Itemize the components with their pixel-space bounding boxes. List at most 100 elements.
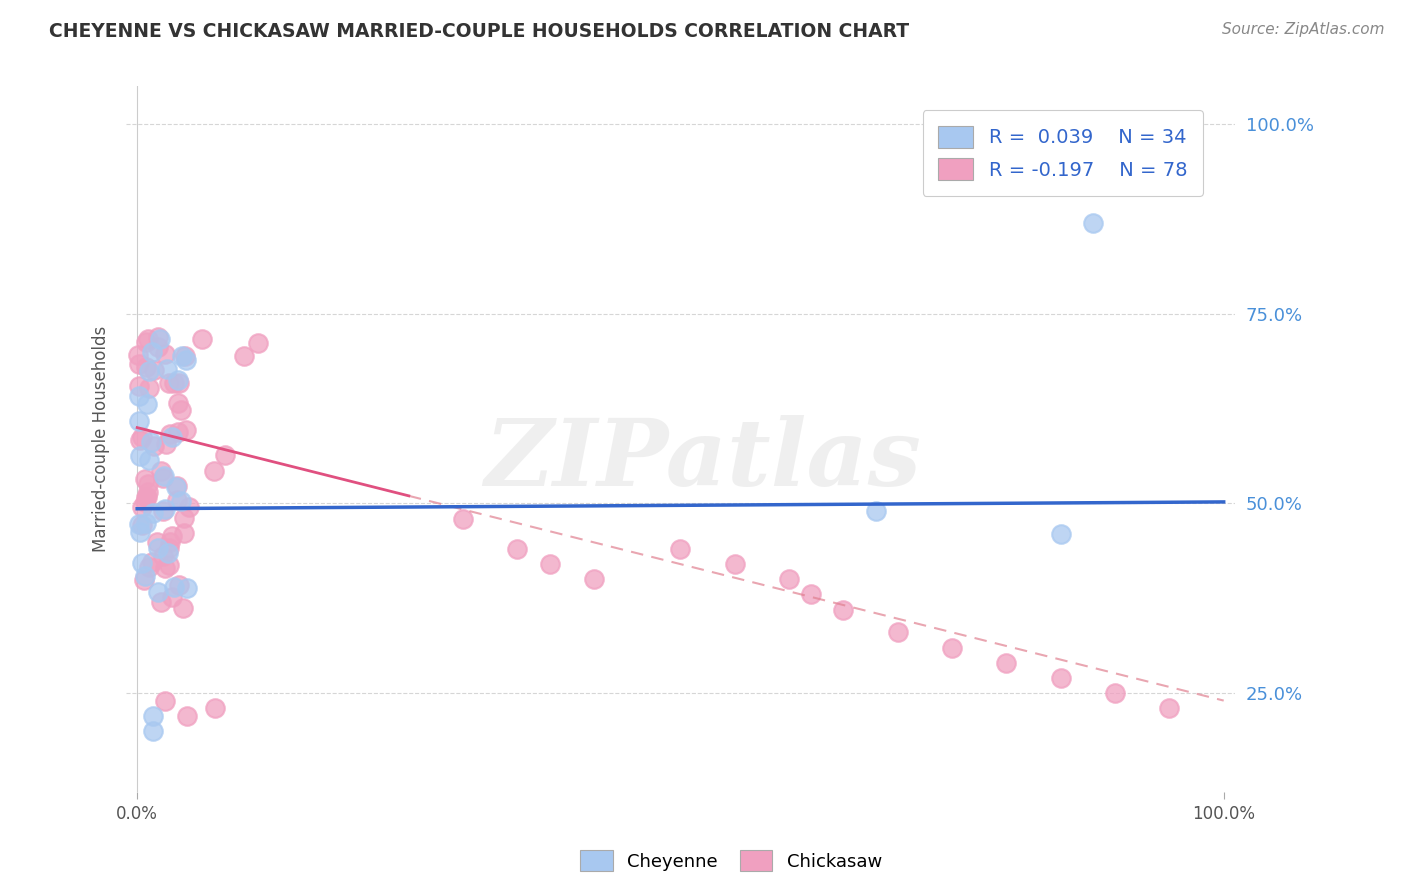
Point (170, 349, 193, 363)
Point (1049, 526, 1071, 541)
Point (141, 345, 163, 359)
Point (146, 541, 169, 555)
Point (172, 601, 194, 615)
Point (166, 425, 188, 439)
Text: CHEYENNE VS CHICKASAW MARRIED-COUPLE HOUSEHOLDS CORRELATION CHART: CHEYENNE VS CHICKASAW MARRIED-COUPLE HOU… (49, 22, 910, 41)
Point (153, 347, 176, 361)
Point (506, 541, 529, 556)
Point (167, 396, 190, 410)
Point (156, 362, 179, 376)
Point (1083, 216, 1105, 230)
Point (129, 525, 152, 540)
Point (134, 472, 156, 486)
Point (135, 516, 157, 530)
Point (174, 352, 197, 367)
Point (152, 469, 174, 483)
Point (174, 424, 197, 438)
Point (146, 339, 169, 353)
Point (129, 433, 152, 447)
Point (143, 439, 166, 453)
Point (778, 572, 800, 586)
Point (167, 578, 190, 592)
Point (138, 364, 160, 378)
Point (131, 557, 153, 571)
Y-axis label: Married-couple Households: Married-couple Households (93, 326, 110, 552)
Point (173, 511, 195, 525)
Point (139, 435, 162, 450)
Point (176, 581, 198, 595)
Point (582, 572, 605, 586)
Point (191, 332, 214, 346)
Point (132, 574, 155, 588)
Point (141, 555, 163, 569)
Point (832, 602, 855, 616)
Point (149, 332, 172, 346)
Point (128, 414, 150, 428)
Point (165, 480, 187, 494)
Point (134, 569, 156, 583)
Point (138, 453, 160, 467)
Point (148, 584, 170, 599)
Point (538, 557, 561, 571)
Point (153, 561, 176, 575)
Point (138, 381, 160, 395)
Point (157, 546, 180, 560)
Point (145, 535, 167, 549)
Point (155, 502, 177, 516)
Point (887, 625, 910, 640)
Point (204, 701, 226, 715)
Point (800, 587, 823, 601)
Text: Source: ZipAtlas.com: Source: ZipAtlas.com (1222, 22, 1385, 37)
Point (247, 336, 270, 351)
Point (136, 477, 159, 491)
Point (1159, 701, 1181, 715)
Point (173, 526, 195, 541)
Point (176, 708, 198, 723)
Point (128, 379, 150, 393)
Point (146, 330, 169, 344)
Text: ZIPatlas: ZIPatlas (484, 415, 921, 505)
Point (128, 517, 150, 532)
Point (173, 350, 195, 364)
Point (136, 397, 159, 411)
Point (157, 376, 180, 390)
Point (1049, 671, 1071, 685)
Point (157, 558, 180, 572)
Point (169, 376, 191, 391)
Point (159, 427, 181, 442)
Point (152, 504, 174, 518)
Point (155, 436, 177, 450)
Point (142, 506, 165, 520)
Legend: Cheyenne, Chickasaw: Cheyenne, Chickasaw (574, 843, 889, 879)
Point (135, 335, 157, 350)
Point (150, 595, 173, 609)
Point (166, 493, 188, 508)
Point (166, 479, 188, 493)
Point (152, 549, 174, 563)
Point (160, 529, 183, 543)
Legend: R =  0.039    N = 34, R = -0.197    N = 78: R = 0.039 N = 34, R = -0.197 N = 78 (922, 111, 1202, 196)
Point (214, 448, 236, 462)
Point (150, 464, 173, 478)
Point (177, 500, 200, 515)
Point (138, 560, 160, 574)
Point (135, 359, 157, 374)
Point (724, 557, 747, 571)
Point (162, 580, 184, 594)
Point (131, 517, 153, 532)
Point (233, 349, 256, 363)
Point (135, 491, 157, 505)
Point (166, 373, 188, 387)
Point (451, 511, 474, 525)
Point (162, 430, 184, 444)
Point (157, 541, 180, 555)
Point (142, 708, 165, 723)
Point (134, 495, 156, 509)
Point (128, 357, 150, 371)
Point (128, 388, 150, 402)
Point (202, 464, 225, 478)
Point (127, 348, 149, 362)
Point (995, 656, 1018, 670)
Point (143, 363, 166, 377)
Point (136, 332, 159, 346)
